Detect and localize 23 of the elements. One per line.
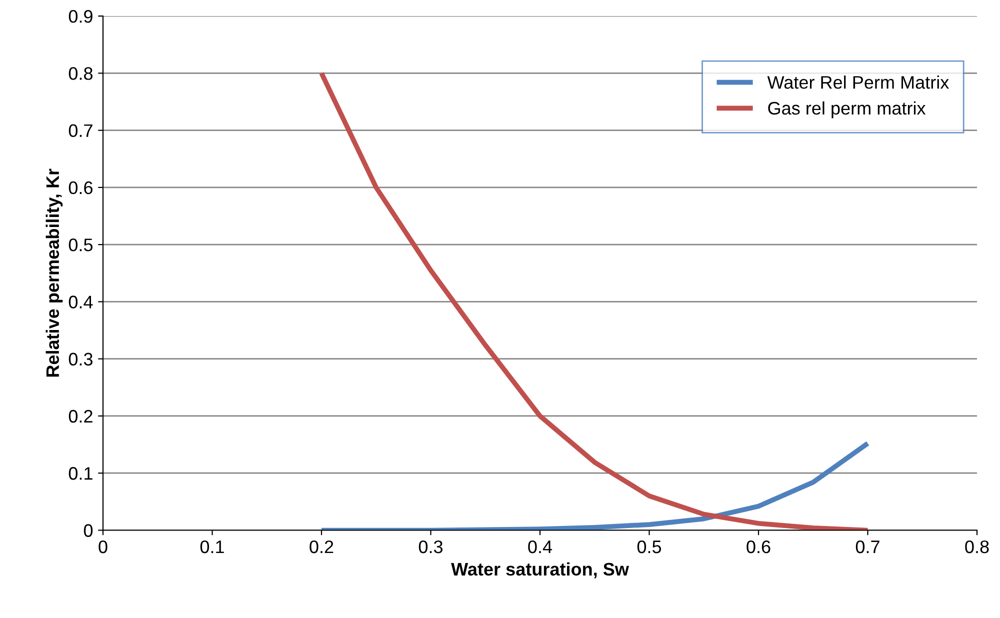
x-axis-title: Water saturation, Sw [451,562,629,578]
y-tick-label: 0 [84,524,93,537]
y-tick-label: 0.8 [68,67,92,80]
y-axis-title: Relative permeability, Kr [46,168,63,377]
x-tick-label: 0.5 [637,540,662,554]
y-tick-label: 0.6 [68,181,92,194]
legend-label: Gas rel perm matrix [768,101,926,118]
x-tick-label: 0.6 [746,540,770,554]
x-tick-label: 0.7 [856,540,880,554]
x-tick-label: 0.1 [200,540,224,554]
y-tick-label: 0.9 [68,10,92,23]
x-tick-label: 0.3 [418,540,443,554]
y-tick-label: 0.5 [68,238,93,252]
legend-label: Water Rel Perm Matrix [767,76,949,89]
x-tick-label: 0.8 [965,540,989,554]
y-tick-label: 0.7 [68,124,92,138]
x-tick-label: 0 [98,540,108,554]
x-tick-label: 0.2 [310,540,334,554]
y-tick-label: 0.2 [68,410,92,423]
y-tick-label: 0.4 [68,296,93,308]
y-tick-label: 0.3 [68,352,92,366]
x-tick-label: 0.4 [528,540,552,554]
y-tick-label: 0.1 [68,467,92,480]
